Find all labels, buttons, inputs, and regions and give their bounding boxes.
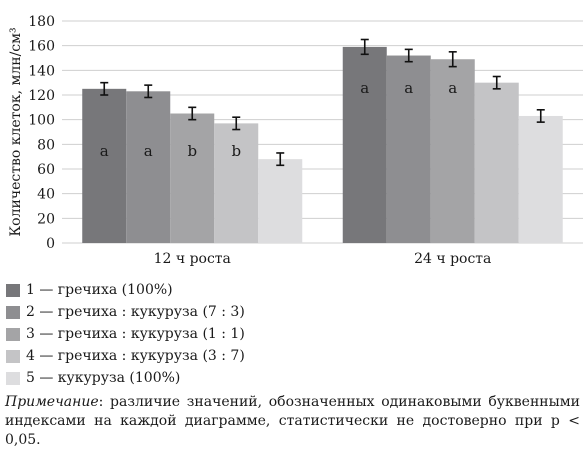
y-tick-label: 160	[28, 39, 55, 55]
bar	[82, 88, 127, 243]
bar	[342, 46, 387, 244]
y-tick-label: 0	[46, 236, 55, 252]
legend: 1 — гречиха (100%) 2 — гречиха : кукуруз…	[6, 279, 245, 389]
legend-label: 3 — гречиха : кукуруза (1 : 1)	[26, 326, 245, 342]
legend-swatch	[6, 349, 20, 363]
y-tick-label: 100	[28, 113, 55, 129]
bar	[170, 113, 215, 243]
legend-item: 3 — гречиха : кукуруза (1 : 1)	[6, 323, 245, 345]
chart-note: Примечание: различие значений, обозначен…	[5, 393, 580, 450]
bar	[258, 159, 303, 243]
note-heading: Примечание	[5, 394, 99, 410]
legend-swatch	[6, 371, 20, 385]
legend-label: 2 — гречиха : кукуруза (7 : 3)	[26, 304, 245, 320]
bar	[386, 55, 431, 244]
legend-item: 4 — гречиха : кукуруза (3 : 7)	[6, 345, 245, 367]
x-category-label: 12 ч роста	[154, 251, 231, 267]
x-category-label: 24 ч роста	[414, 251, 491, 267]
y-tick-label: 180	[28, 14, 55, 30]
significance-letter: a	[404, 79, 413, 97]
bar	[518, 115, 563, 243]
legend-item: 1 — гречиха (100%)	[6, 279, 245, 301]
bar	[430, 59, 475, 243]
significance-letter: b	[231, 142, 241, 160]
legend-item: 2 — гречиха : кукуруза (7 : 3)	[6, 301, 245, 323]
significance-letter: b	[187, 142, 197, 160]
bar	[126, 91, 171, 243]
significance-letter: a	[100, 142, 109, 160]
significance-letter: a	[360, 79, 369, 97]
y-tick-label: 80	[37, 137, 55, 153]
legend-swatch	[6, 327, 20, 341]
legend-label: 5 — кукуруза (100%)	[26, 370, 181, 386]
y-tick-label: 120	[28, 88, 55, 104]
y-tick-label: 60	[37, 162, 55, 178]
y-tick-label: 40	[37, 187, 55, 203]
note-text: : различие значений, обозначенных одинак…	[5, 394, 580, 448]
legend-swatch	[6, 283, 20, 297]
legend-label: 4 — гречиха : кукуруза (3 : 7)	[26, 348, 245, 364]
legend-item: 5 — кукуруза (100%)	[6, 367, 245, 389]
significance-letter: a	[448, 79, 457, 97]
legend-label: 1 — гречиха (100%)	[26, 282, 173, 298]
y-tick-label: 20	[37, 211, 55, 227]
bar	[474, 82, 519, 244]
bar	[214, 123, 259, 243]
legend-swatch	[6, 305, 20, 319]
y-tick-label: 140	[28, 63, 55, 79]
bar-chart: 0 20 40 60 80 100 120 140 160 180 Количество клето…	[8, 14, 583, 267]
y-axis-title: Количество клеток, млн/см³	[8, 27, 24, 236]
significance-letter: a	[144, 142, 153, 160]
